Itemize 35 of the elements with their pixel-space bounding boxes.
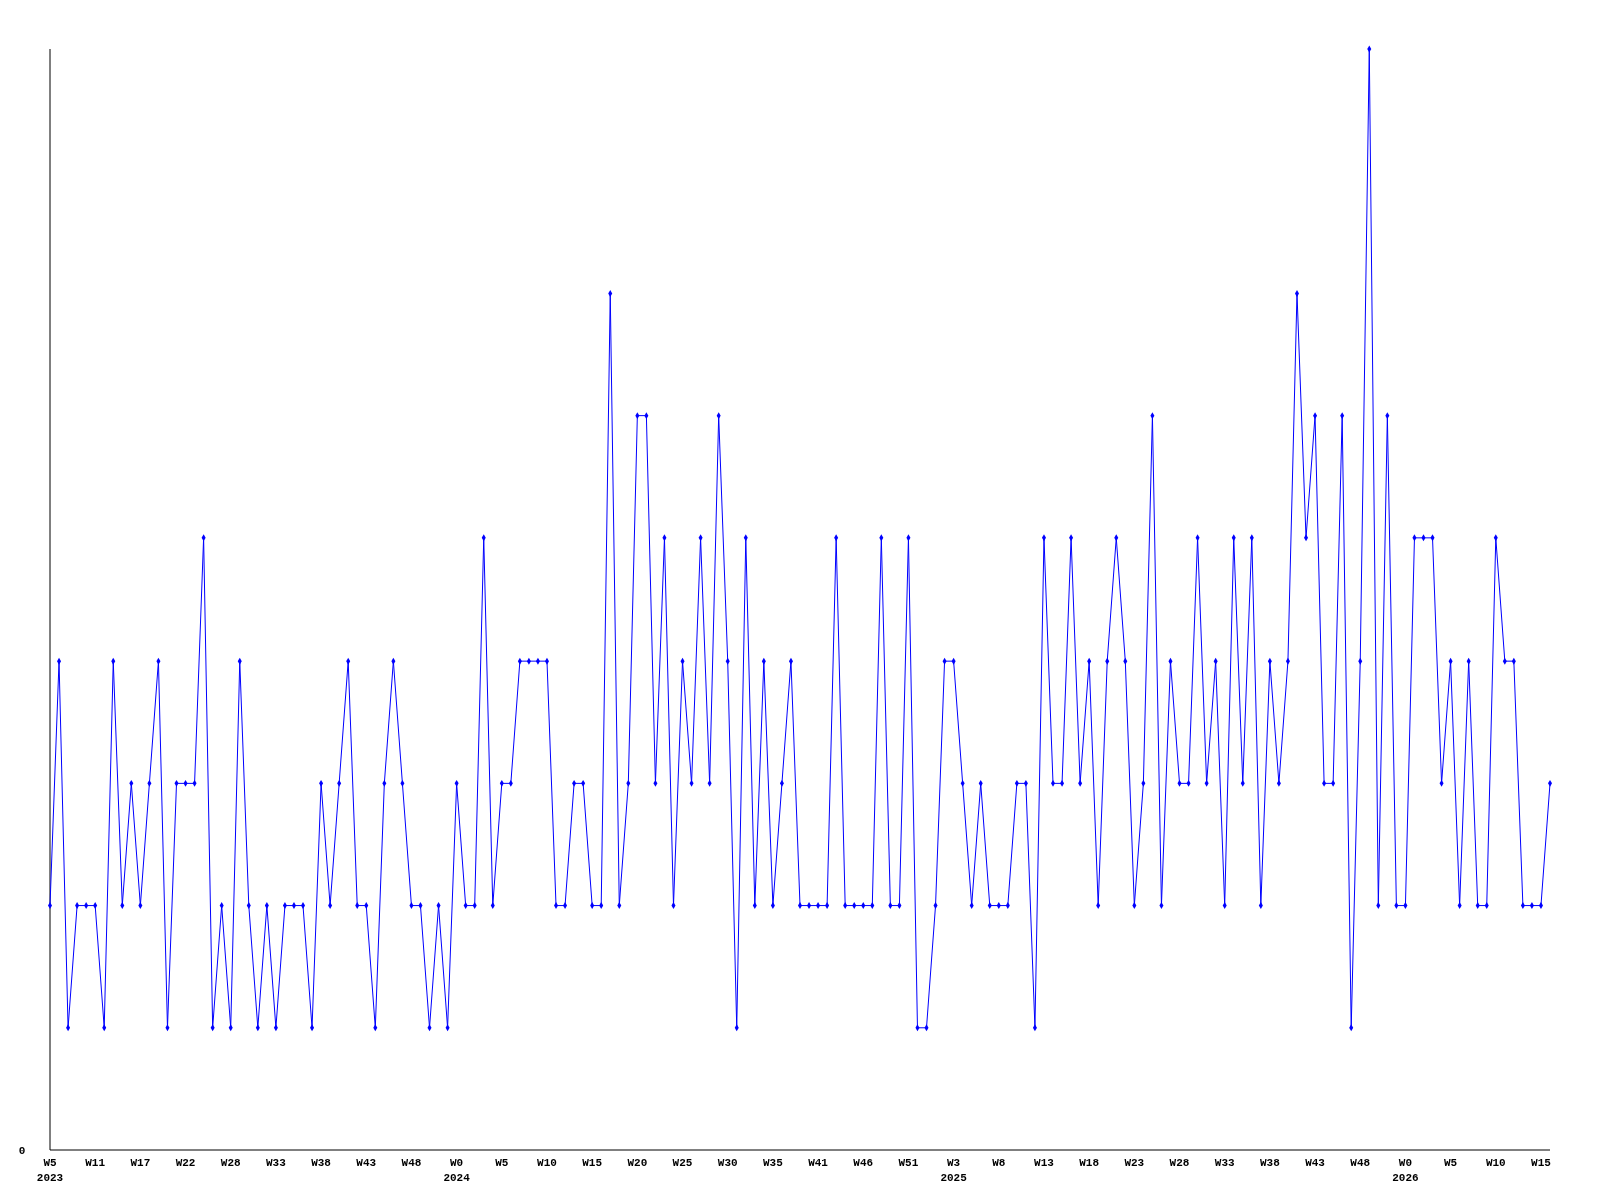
text: 0 [18,1145,26,1157]
x-tick-label: W38 [1259,1157,1281,1169]
x-tick-label: W11 [85,1157,106,1169]
x-tick-label: W30 [717,1157,738,1169]
x-tick-label: W43 [1305,1157,1326,1169]
x-tick-label: W28 [1169,1157,1190,1169]
x-tick-label: W25 [672,1157,693,1169]
x-tick-label: W51 [898,1157,919,1169]
x-tick-label: W17 [130,1157,151,1169]
x-tick-label: W35 [762,1157,784,1169]
x-tick-label: W38 [311,1157,332,1169]
x-tick-label: W5 [1444,1157,1458,1169]
x-tick-label: W23 [1124,1157,1145,1169]
x-tick-label: W13 [1034,1157,1055,1169]
x-tick-label: W48 [401,1157,422,1169]
x-tick-label: W10 [537,1157,557,1169]
x-tick-label: W48 [1350,1157,1371,1169]
x-tick-label: W5 2023 [36,1157,64,1184]
x-tick-label: W5 [495,1157,509,1169]
x-tick-label: W18 [1079,1157,1100,1169]
x-tick-label: W0 2024 [443,1157,471,1184]
x-tick-label: W22 [175,1157,196,1169]
x-tick-label: W28 [220,1157,242,1169]
x-tick-label: W0 2026 [1392,1157,1419,1184]
x-tick-label: W33 [266,1157,287,1169]
x-tick-label: W3 2025 [940,1157,968,1184]
x-tick-label: W33 [1214,1157,1235,1169]
x-tick-label: W8 [992,1157,1006,1169]
x-tick-label: W20 [627,1157,648,1169]
x-tick-label: W15 [1531,1157,1552,1169]
x-tick-label: W15 [582,1157,603,1169]
x-tick-label: W46 [853,1157,874,1169]
x-tick-label: W41 [808,1157,829,1169]
x-tick-label: W10 [1485,1157,1506,1169]
x-tick-label: W43 [356,1157,377,1169]
